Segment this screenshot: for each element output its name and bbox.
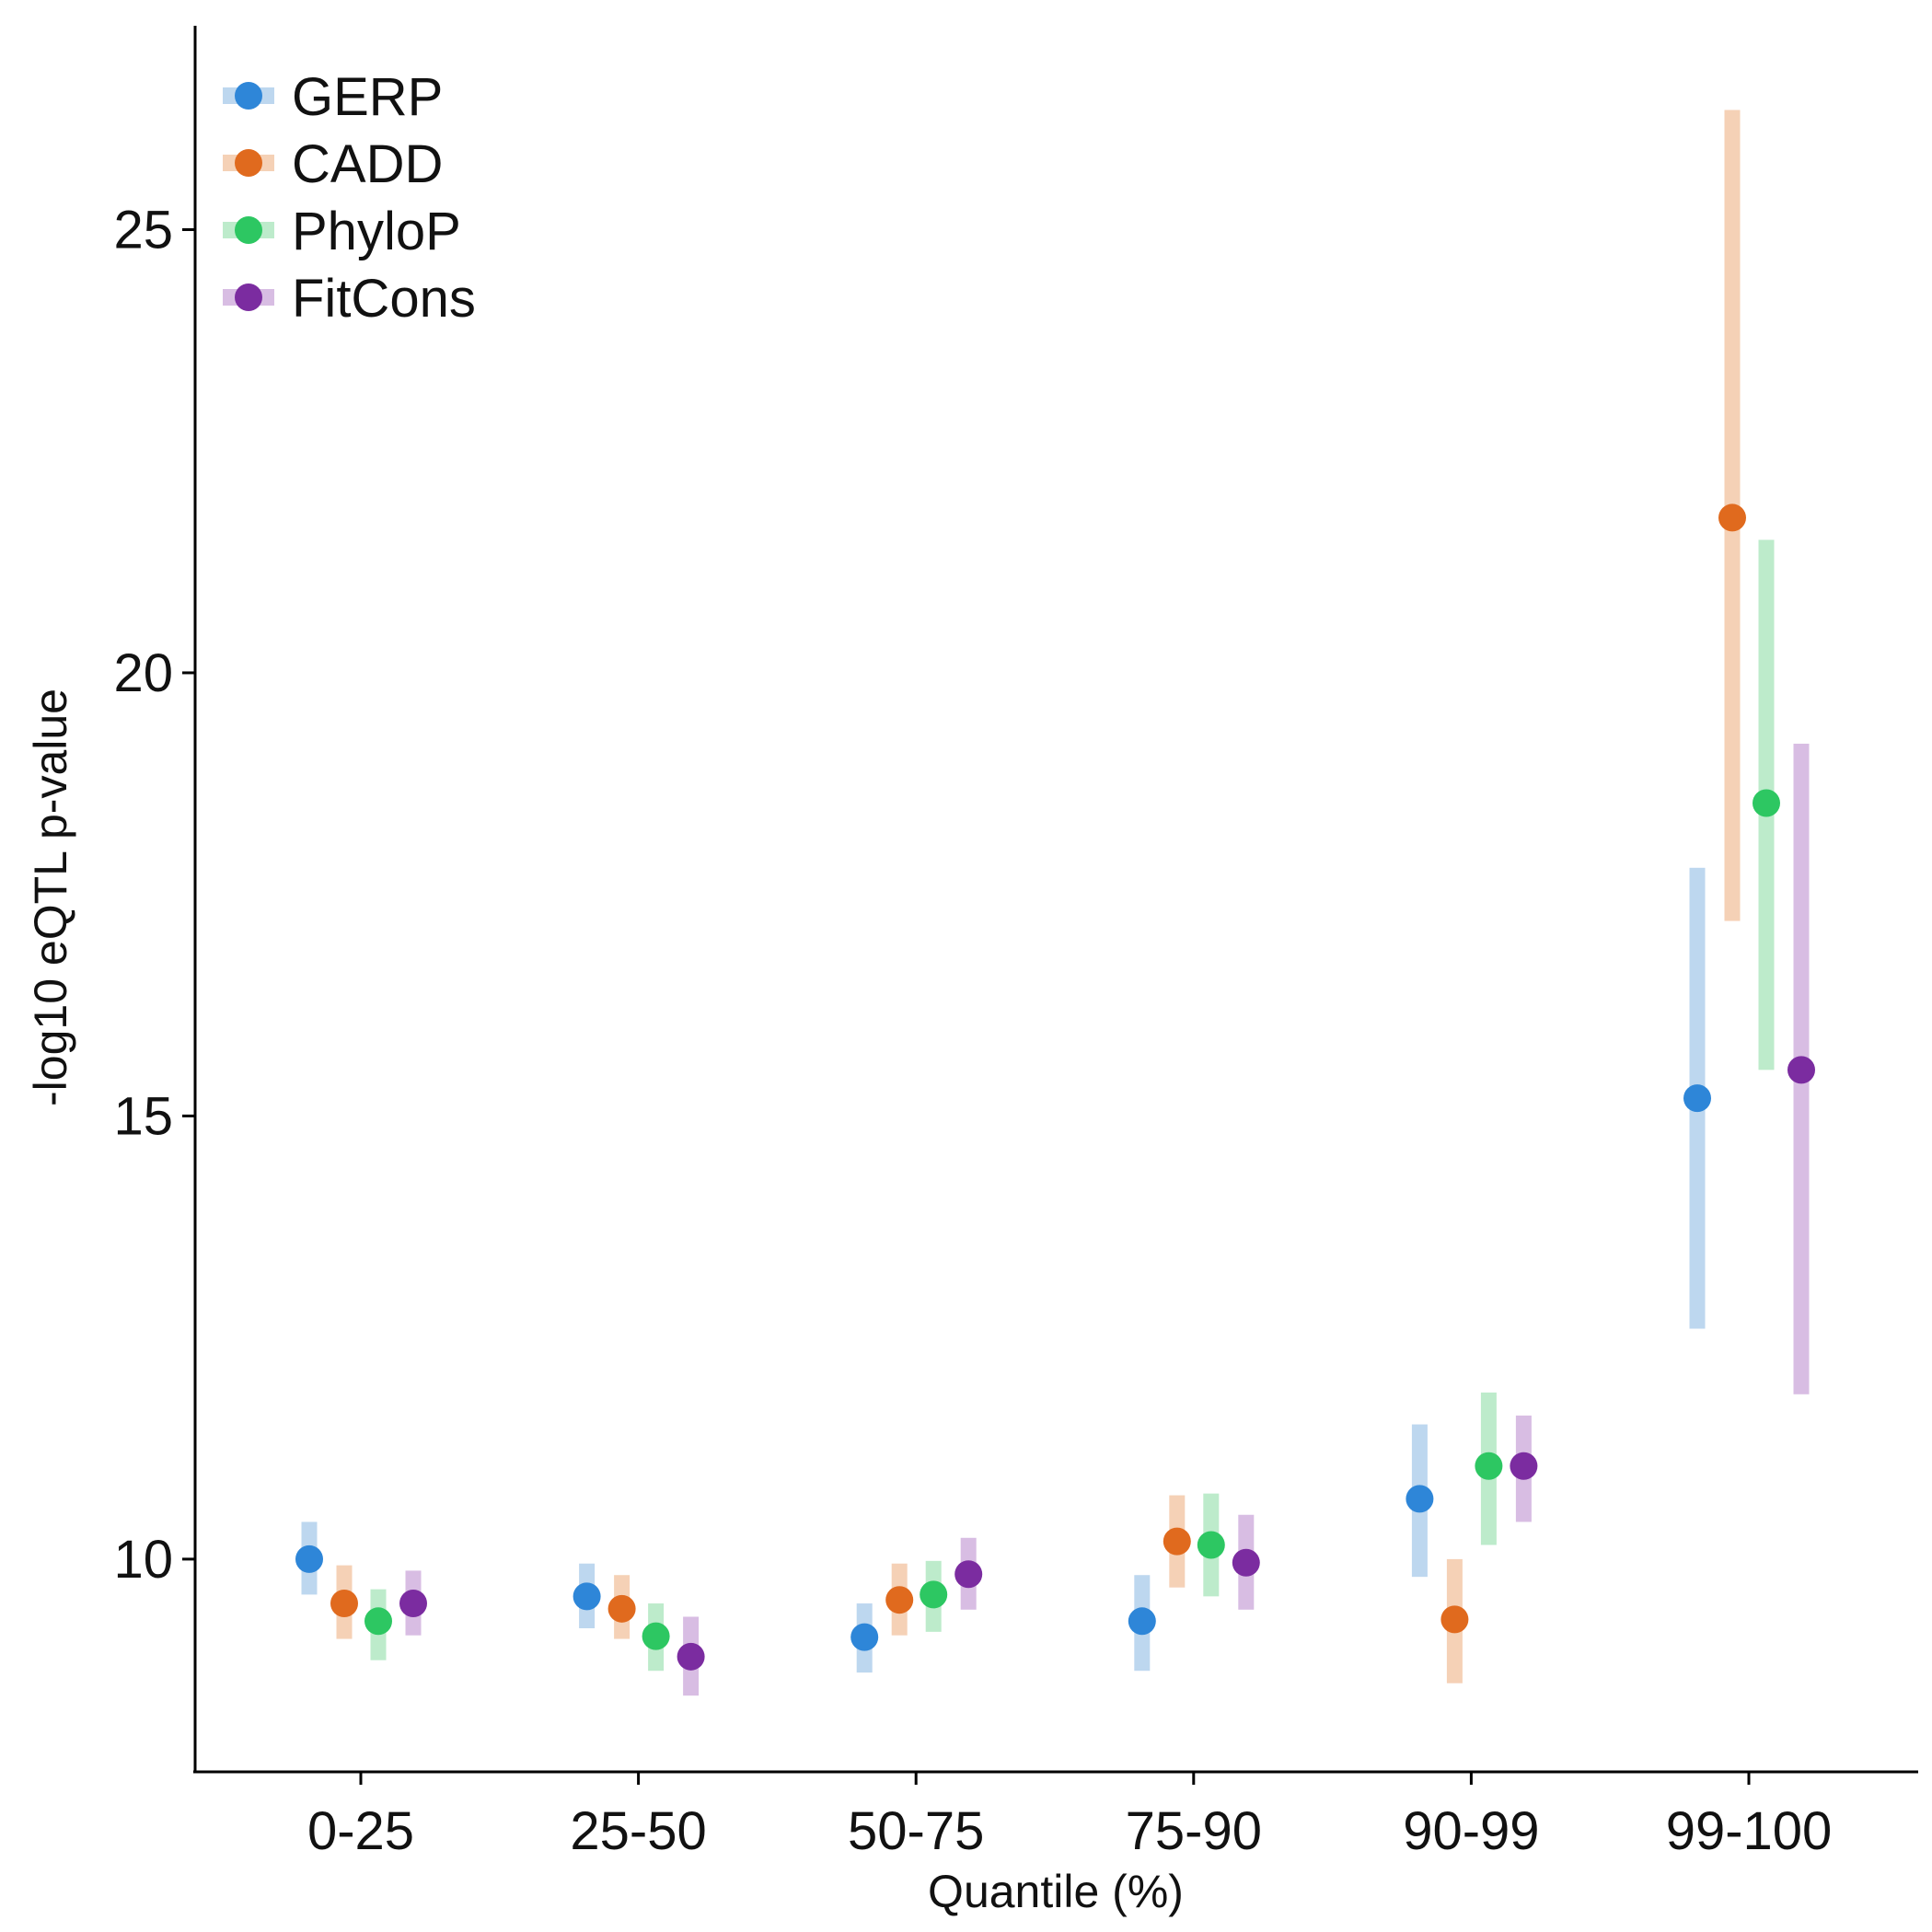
legend: GERP CADD PhyloP FitCons [223,67,476,329]
legend-cadd-swatch-dot [235,149,262,177]
fitcons-point [1232,1548,1260,1577]
cadd-point [885,1586,914,1614]
gerp-point [573,1582,601,1611]
legend-phylop-label: PhyloP [292,202,461,261]
cadd-point [330,1590,358,1618]
phylop-point [364,1607,392,1636]
y-tick-label: 25 [113,200,173,260]
x-tick-label: 75-90 [1126,1801,1262,1861]
x-tick-label: 99-100 [1666,1801,1833,1861]
phylop-point [642,1622,670,1650]
cadd-point [1163,1527,1191,1556]
phylop-point [1197,1531,1225,1559]
cadd-point [607,1594,636,1623]
legend-gerp-swatch-dot [235,82,262,110]
x-tick-label: 50-75 [848,1801,984,1861]
x-axis-title: Quantile (%) [928,1866,1184,1917]
gerp-point [1683,1084,1711,1113]
fitcons-point [399,1590,427,1618]
data-points [295,503,1815,1671]
phylop-point [920,1580,948,1609]
y-tick-label: 20 [113,643,173,703]
fitcons-point [677,1642,705,1671]
legend-cadd-label: CADD [292,134,443,194]
gerp-point [1128,1607,1156,1636]
legend-phylop-swatch-dot [235,216,262,244]
fitcons-point [1787,1056,1815,1084]
gerp-point [295,1544,323,1573]
gerp-point [1406,1485,1434,1513]
phylop-point [1475,1452,1503,1480]
x-tick-label: 0-25 [307,1801,414,1861]
y-tick-label: 10 [113,1530,173,1590]
fitcons-point [1510,1452,1538,1480]
axes [193,26,1918,1774]
x-tick-label: 25-50 [570,1801,706,1861]
legend-gerp-label: GERP [292,67,443,127]
y-ticks: 10 15 20 25 [113,200,195,1590]
x-tick-label: 90-99 [1403,1801,1539,1861]
legend-fitcons-label: FitCons [292,269,476,329]
cadd-point [1440,1605,1469,1634]
y-tick-label: 15 [113,1086,173,1146]
phylop-point [1753,789,1780,817]
x-ticks: 0-25 25-50 50-75 75-90 90-99 99-100 [307,1772,1832,1861]
legend-fitcons-swatch-dot [235,283,262,311]
cadd-point [1718,503,1746,532]
gerp-point [850,1623,879,1651]
error-bands [301,110,1810,1696]
y-axis-title: -log10 eQTL p-value [25,688,76,1106]
fitcons-point [954,1560,983,1589]
